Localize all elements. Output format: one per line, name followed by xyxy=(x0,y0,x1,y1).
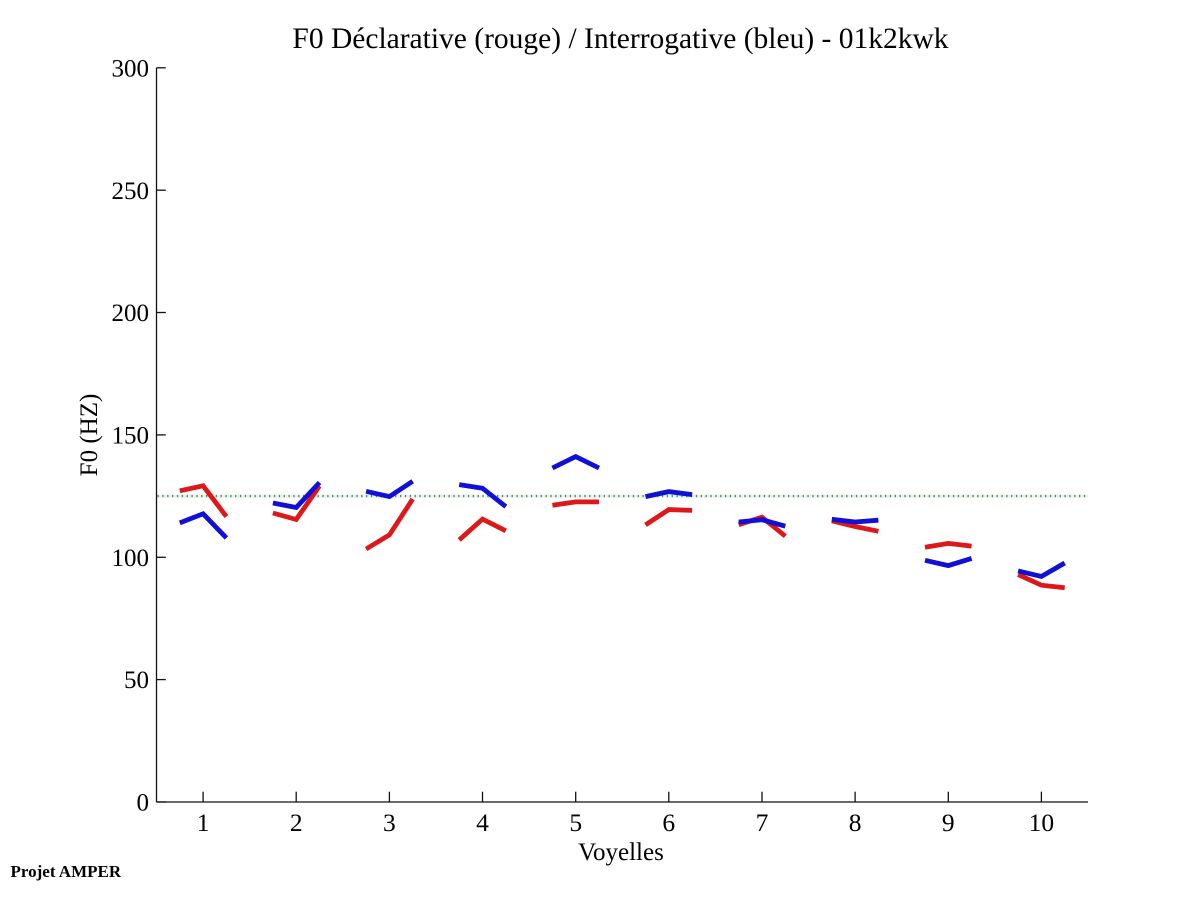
svg-text:2: 2 xyxy=(290,808,303,837)
svg-text:0: 0 xyxy=(137,790,150,817)
svg-text:1: 1 xyxy=(197,808,210,837)
svg-text:3: 3 xyxy=(383,808,396,837)
svg-text:F0 Déclarative (rouge) / Inter: F0 Déclarative (rouge) / Interrogative (… xyxy=(292,23,948,55)
svg-text:Voyelles: Voyelles xyxy=(578,839,664,866)
svg-text:150: 150 xyxy=(112,423,150,450)
svg-text:F0 (HZ): F0 (HZ) xyxy=(76,394,103,477)
svg-text:Projet AMPER: Projet AMPER xyxy=(11,862,122,881)
svg-text:100: 100 xyxy=(112,545,150,572)
svg-text:50: 50 xyxy=(124,667,149,694)
svg-text:10: 10 xyxy=(1029,808,1055,837)
svg-text:6: 6 xyxy=(662,808,675,837)
svg-text:7: 7 xyxy=(756,808,769,837)
svg-text:200: 200 xyxy=(112,300,150,327)
svg-text:300: 300 xyxy=(112,55,150,82)
svg-text:4: 4 xyxy=(476,808,489,837)
svg-text:8: 8 xyxy=(849,808,862,837)
svg-text:9: 9 xyxy=(942,808,955,837)
svg-text:5: 5 xyxy=(569,808,582,837)
svg-text:250: 250 xyxy=(112,178,150,205)
